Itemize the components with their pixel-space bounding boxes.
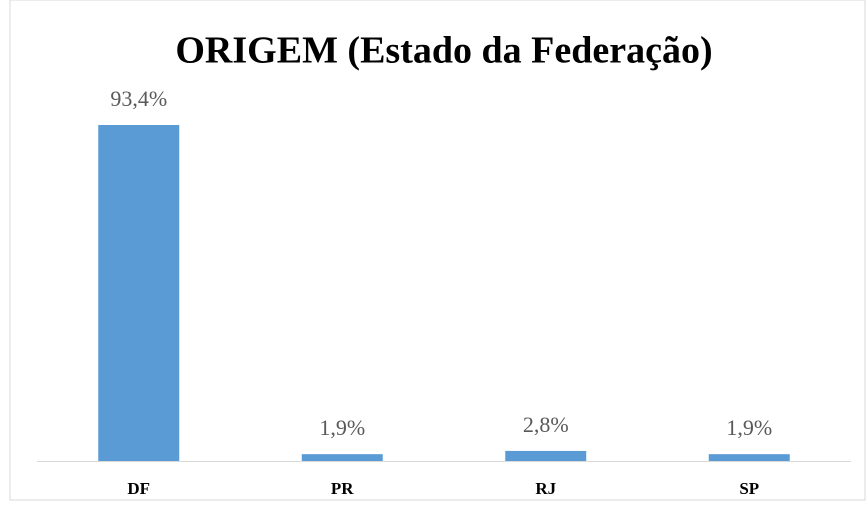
bar xyxy=(708,454,790,461)
x-tick-label: SP xyxy=(739,479,759,498)
data-label: 1,9% xyxy=(726,415,772,440)
bar xyxy=(301,454,383,461)
bar xyxy=(98,125,180,461)
x-tick-label: RJ xyxy=(535,479,556,498)
bar xyxy=(505,450,587,461)
data-label: 1,9% xyxy=(319,415,365,440)
x-tick-label: DF xyxy=(127,479,150,498)
chart-title: ORIGEM (Estado da Federação) xyxy=(175,30,712,72)
data-label: 2,8% xyxy=(523,412,569,437)
data-label: 93,4% xyxy=(110,86,167,111)
x-tick-label: PR xyxy=(331,479,354,498)
